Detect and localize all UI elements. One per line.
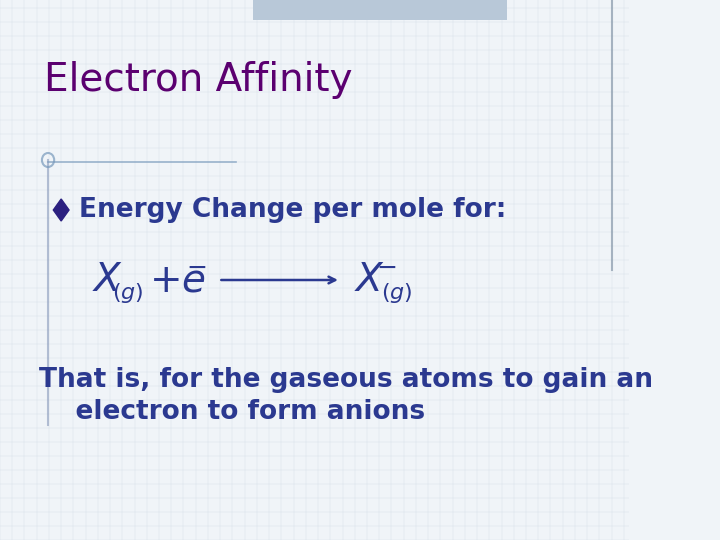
Polygon shape (53, 199, 69, 221)
Text: $\mathit{X}$: $\mathit{X}$ (91, 261, 122, 299)
Text: $-$: $-$ (186, 255, 207, 279)
Text: Electron Affinity: Electron Affinity (44, 61, 352, 99)
Text: electron to form anions: electron to form anions (40, 399, 426, 425)
Bar (253, 0, 507, 20)
Text: $-$: $-$ (376, 255, 396, 279)
Text: $(g)$: $(g)$ (112, 281, 143, 305)
Text: That is, for the gaseous atoms to gain an: That is, for the gaseous atoms to gain a… (40, 367, 653, 393)
Text: $(g)$: $(g)$ (381, 281, 413, 305)
Text: Energy Change per mole for:: Energy Change per mole for: (78, 197, 506, 223)
Text: $+ \mathit{e}$: $+ \mathit{e}$ (148, 261, 205, 299)
Text: $\mathit{X}$: $\mathit{X}$ (354, 261, 385, 299)
